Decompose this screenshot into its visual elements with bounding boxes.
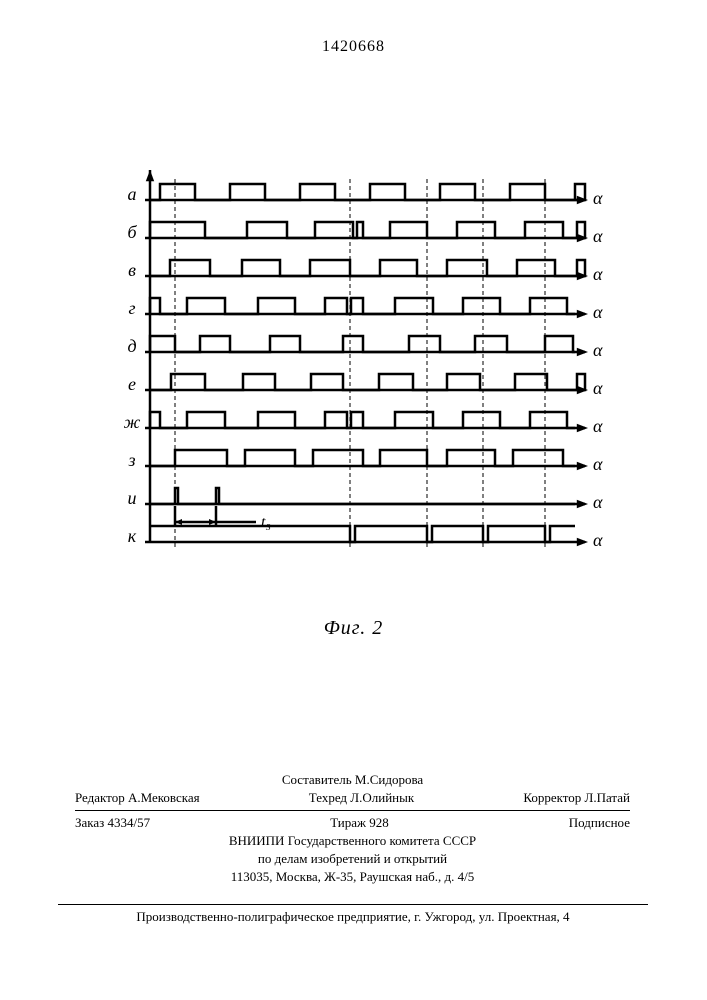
- row-label-right: α: [593, 226, 602, 247]
- org-line-3: 113035, Москва, Ж-35, Раушская наб., д. …: [75, 869, 630, 885]
- subscription: Подписное: [569, 815, 630, 831]
- compiler-credit: Составитель М.Сидорова: [75, 772, 630, 788]
- row-label-left: в: [122, 260, 142, 281]
- divider: [58, 904, 648, 905]
- row-label-right: α: [593, 378, 602, 399]
- row-label-left: к: [122, 526, 142, 547]
- row-label-right: α: [593, 264, 602, 285]
- figure-caption: Фиг. 2: [0, 617, 707, 640]
- row-label-right: α: [593, 454, 602, 475]
- row-label-left: и: [122, 488, 142, 509]
- org-line-1: ВНИИПИ Государственного комитета СССР: [75, 833, 630, 849]
- printer-line: Производственно-полиграфическое предприя…: [58, 909, 648, 925]
- row-label-left: д: [122, 336, 142, 357]
- editor-credit: Редактор А.Мековская: [75, 790, 200, 806]
- row-label-right: α: [593, 188, 602, 209]
- page-number: 1420668: [0, 38, 707, 56]
- publication-footer: Составитель М.Сидорова Редактор А.Мековс…: [75, 770, 630, 887]
- corrector-credit: Корректор Л.Патай: [523, 790, 630, 806]
- row-label-right: α: [593, 416, 602, 437]
- row-label-left: г: [122, 298, 142, 319]
- row-label-right: α: [593, 492, 602, 513]
- timing-diagram-svg: t₃: [115, 165, 595, 585]
- order-number: Заказ 4334/57: [75, 815, 150, 831]
- row-label-left: ж: [122, 412, 142, 433]
- circulation: Тираж 928: [330, 815, 389, 831]
- svg-text:t₃: t₃: [261, 514, 271, 531]
- row-label-right: α: [593, 340, 602, 361]
- row-label-left: е: [122, 374, 142, 395]
- row-label-left: б: [122, 222, 142, 243]
- timing-diagram: t₃: [115, 165, 595, 585]
- divider: [75, 810, 630, 811]
- row-label-right: α: [593, 530, 602, 551]
- tech-credit: Техред Л.Олийнык: [309, 790, 414, 806]
- row-label-left: а: [122, 184, 142, 205]
- row-label-right: α: [593, 302, 602, 323]
- row-label-left: з: [122, 450, 142, 471]
- org-line-2: по делам изобретений и открытий: [75, 851, 630, 867]
- printer-footer: Производственно-полиграфическое предприя…: [58, 900, 648, 925]
